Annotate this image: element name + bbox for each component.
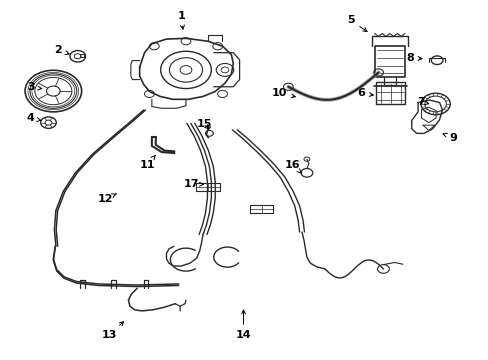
Text: 3: 3 [27,82,41,93]
Text: 12: 12 [98,194,116,204]
Text: 1: 1 [177,11,184,29]
Text: 9: 9 [442,133,456,143]
Text: 14: 14 [235,310,251,340]
Text: 6: 6 [357,88,372,98]
Text: 2: 2 [54,45,69,55]
Text: 17: 17 [183,179,203,189]
Text: 16: 16 [284,160,301,173]
Text: 7: 7 [416,97,428,107]
Text: 11: 11 [139,155,155,170]
Text: 5: 5 [346,15,366,32]
Text: 8: 8 [406,53,421,63]
Text: 4: 4 [27,113,41,123]
Text: 10: 10 [271,88,295,98]
Text: 13: 13 [101,322,123,340]
Text: 15: 15 [197,120,212,129]
